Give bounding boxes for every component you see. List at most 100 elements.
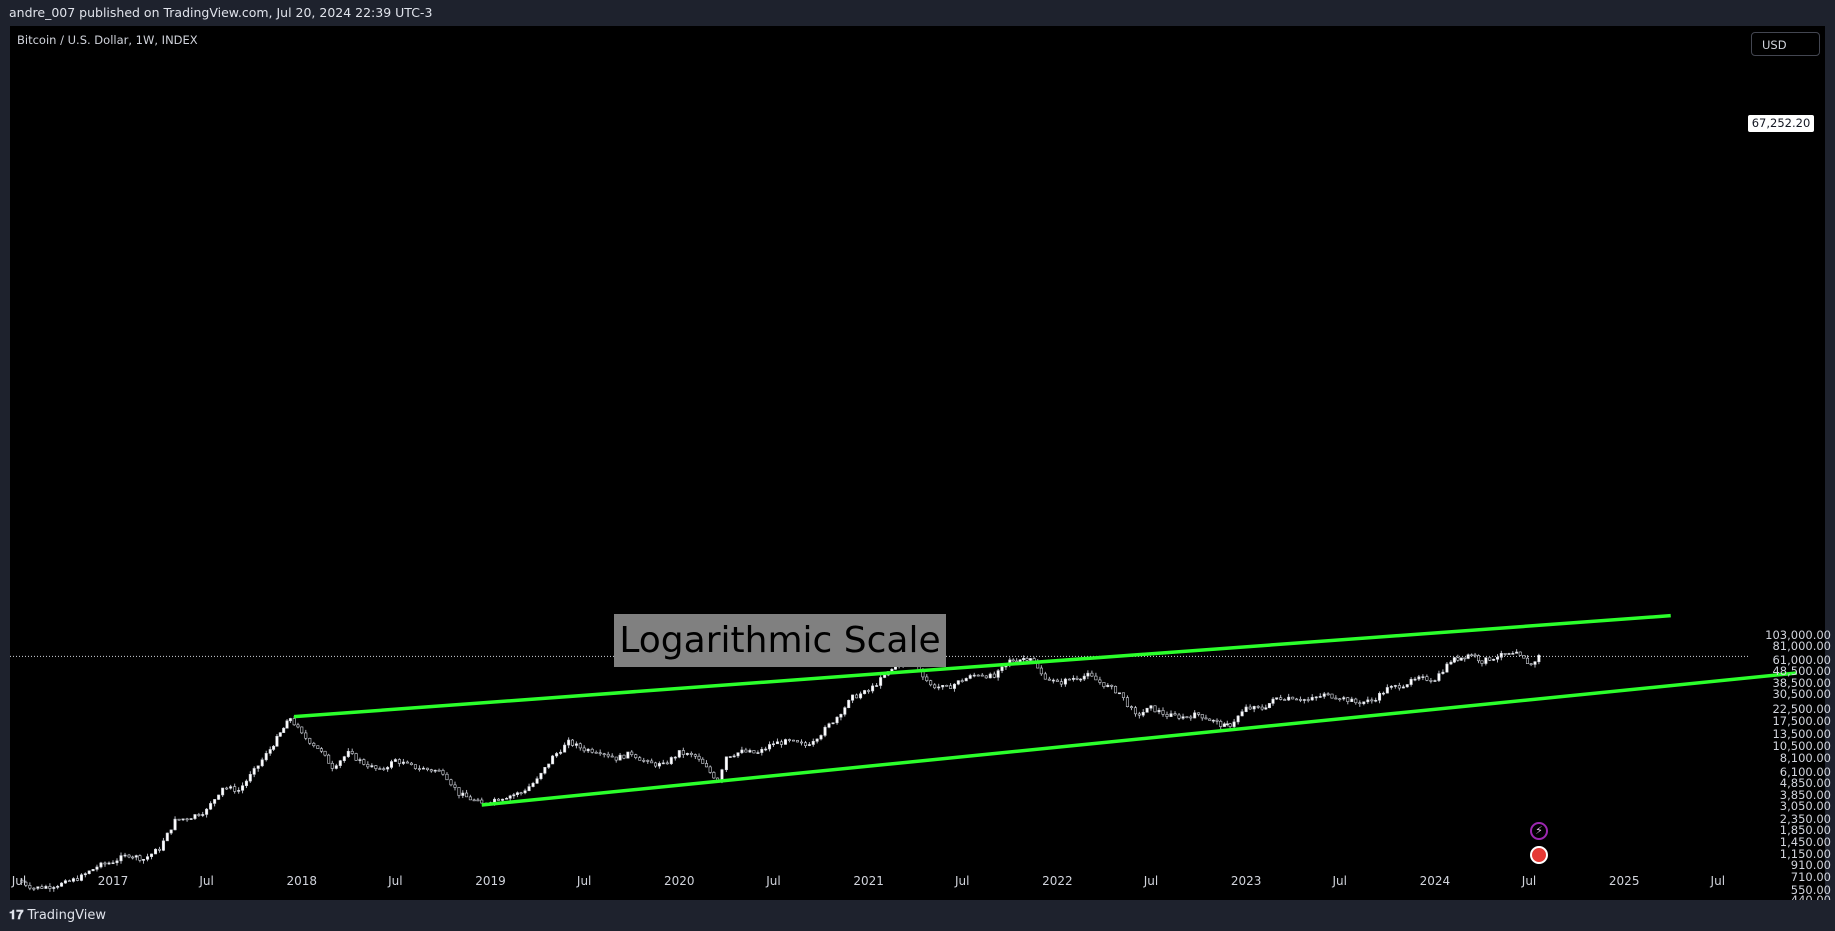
candle-body xyxy=(1291,696,1295,700)
candle-body xyxy=(193,814,197,819)
candle-body xyxy=(811,741,815,745)
candle-body xyxy=(87,870,91,874)
time-tick-label: 2024 xyxy=(1419,874,1451,888)
time-tick-label: Jul xyxy=(199,874,214,888)
price-tick-label: 1,450.00 xyxy=(1779,835,1831,850)
candle-body xyxy=(1215,719,1219,722)
candle-body xyxy=(1492,658,1496,661)
candle-body xyxy=(433,769,437,772)
price-tick-label: 22,500.00 xyxy=(1772,701,1831,716)
price-tick-label: 1,850.00 xyxy=(1779,823,1831,838)
candle-body xyxy=(582,747,586,752)
candle-body xyxy=(654,762,658,767)
candle-body xyxy=(732,755,736,758)
time-tick-label: 2025 xyxy=(1608,874,1640,888)
tradingview-brand[interactable]: 𝟏𝟕 TradingView xyxy=(9,900,106,931)
publish-header: andre_007 published on TradingView.com, … xyxy=(0,0,1835,26)
annotation-box: Logarithmic Scale xyxy=(614,614,946,667)
candle-body xyxy=(1086,672,1090,677)
candle-body xyxy=(264,753,268,761)
channel-upper-line xyxy=(293,613,1671,719)
candle-body xyxy=(397,759,401,764)
candle-body xyxy=(551,755,555,765)
candle-body xyxy=(1298,699,1302,701)
time-tick-label: Jul xyxy=(1521,874,1537,888)
candle-body xyxy=(1314,696,1318,699)
candle-body xyxy=(1025,658,1029,661)
candle-body xyxy=(1366,699,1370,703)
candle-body xyxy=(1185,716,1189,718)
candle-body xyxy=(480,799,484,804)
candle-body xyxy=(1079,678,1083,681)
candle-body xyxy=(445,773,449,781)
time-tick-label: 2018 xyxy=(286,874,318,888)
candle-body xyxy=(382,768,386,770)
candle-body xyxy=(185,818,189,821)
candle-body xyxy=(883,674,887,678)
candle-body xyxy=(952,683,956,689)
candle-body xyxy=(91,869,95,872)
candle-body xyxy=(984,675,988,679)
candle-body xyxy=(115,860,119,864)
candle-body xyxy=(300,726,304,734)
price-tick-label: 6,100.00 xyxy=(1779,765,1831,780)
candle-body xyxy=(1488,657,1492,661)
candle-body xyxy=(292,718,296,726)
candle-body xyxy=(618,754,622,761)
candle-body xyxy=(319,748,323,752)
candle-body xyxy=(1149,705,1153,709)
candle-body xyxy=(1063,678,1067,685)
candle-body xyxy=(24,881,28,886)
chart-area[interactable] xyxy=(10,26,1825,900)
candle-body xyxy=(378,768,382,770)
candle-body xyxy=(1503,653,1507,655)
candle-body xyxy=(1222,723,1226,727)
candle-body xyxy=(1252,706,1256,710)
candle-body xyxy=(1165,714,1169,717)
candle-body xyxy=(602,753,606,755)
candle-body xyxy=(268,749,272,754)
candle-body xyxy=(681,750,685,755)
candle-body xyxy=(795,740,799,743)
candle-body xyxy=(1090,672,1094,677)
candle-body xyxy=(346,751,350,757)
price-tick-label: 48,500.00 xyxy=(1772,664,1831,679)
candle-body xyxy=(843,707,847,715)
currency-button[interactable]: USD xyxy=(1751,32,1820,56)
candle-body xyxy=(107,862,111,865)
candle-body xyxy=(1121,692,1125,698)
candle-body xyxy=(237,790,241,792)
candle-body xyxy=(449,779,453,786)
candle-body xyxy=(1279,697,1283,700)
candle-body xyxy=(771,743,775,746)
candle-body xyxy=(1374,699,1378,702)
candle-body xyxy=(158,848,162,851)
candle-body xyxy=(282,727,286,733)
candle-body xyxy=(44,886,48,889)
candle-body xyxy=(1102,682,1106,687)
candle-body xyxy=(312,742,316,747)
candle-body xyxy=(272,745,276,750)
candle-body xyxy=(512,794,516,797)
candle-body xyxy=(523,790,527,794)
candle-body xyxy=(131,856,135,859)
time-tick-label: Jul xyxy=(11,874,27,888)
price-chart[interactable] xyxy=(10,26,1825,900)
candle-body xyxy=(1240,711,1244,717)
lightning-icon[interactable]: ⚡ xyxy=(1530,822,1548,840)
candle-body xyxy=(1381,692,1385,695)
us-flag-icon[interactable] xyxy=(1530,846,1548,864)
candle-body xyxy=(1283,699,1287,701)
candle-body xyxy=(697,755,701,760)
candle-body xyxy=(704,763,708,768)
candle-body xyxy=(724,756,728,771)
candle-body xyxy=(63,880,67,884)
candle-body xyxy=(1173,713,1177,716)
candle-body xyxy=(177,818,181,821)
candle-body xyxy=(1295,698,1299,701)
candle-body xyxy=(863,690,867,695)
candle-body xyxy=(992,673,996,678)
candle-body xyxy=(783,739,787,745)
time-tick-label: 2021 xyxy=(853,874,884,888)
candle-body xyxy=(622,754,626,759)
